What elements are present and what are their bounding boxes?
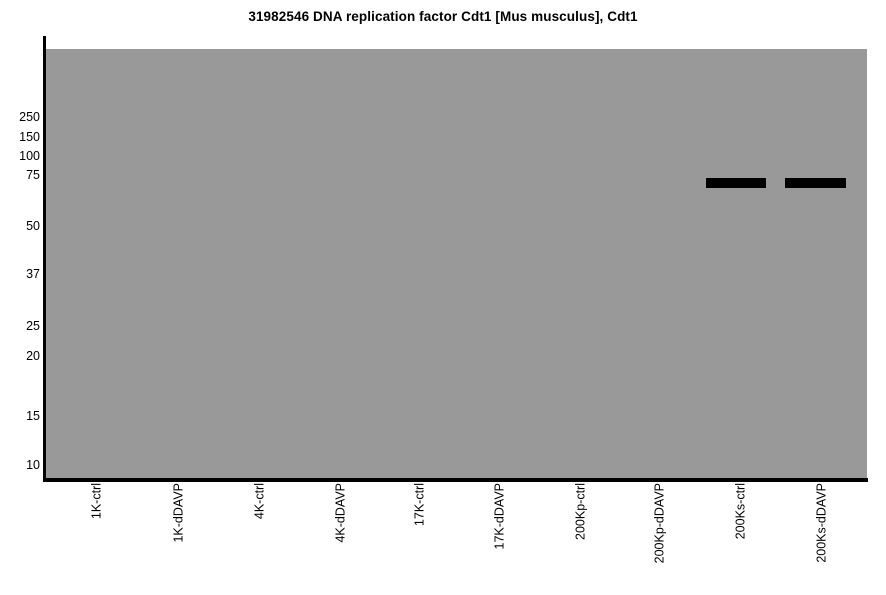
lane-label: 17K-ctrl	[412, 483, 427, 527]
chart-title: 31982546 DNA replication factor Cdt1 [Mu…	[248, 9, 638, 24]
y-tick-label: 250	[19, 110, 40, 124]
y-axis-line	[43, 36, 46, 482]
y-tick-label: 50	[26, 219, 40, 233]
lane-label: 1K-ctrl	[89, 483, 104, 520]
lane-label: 200Ks-ctrl	[733, 483, 748, 540]
y-tick-label: 150	[19, 130, 40, 144]
protein-band	[785, 178, 846, 188]
gel-background	[46, 49, 867, 478]
y-tick-label: 20	[26, 349, 40, 363]
y-tick-label: 15	[26, 409, 40, 423]
y-tick-label: 37	[26, 267, 40, 281]
lane-label: 4K-ctrl	[252, 483, 267, 520]
lane-label: 200Kp-dDAVP	[652, 483, 667, 564]
y-tick-label: 10	[26, 458, 40, 472]
lane-label: 17K-dDAVP	[492, 483, 507, 550]
x-axis-line	[43, 478, 868, 482]
y-tick-label: 100	[19, 149, 40, 163]
lane-label: 1K-dDAVP	[171, 483, 186, 543]
y-tick-label: 25	[26, 319, 40, 333]
y-tick-label: 75	[26, 168, 40, 182]
lane-label: 4K-dDAVP	[333, 483, 348, 543]
protein-band	[706, 178, 766, 188]
lane-label: 200Ks-dDAVP	[814, 483, 829, 563]
lane-label: 200Kp-ctrl	[573, 483, 588, 540]
